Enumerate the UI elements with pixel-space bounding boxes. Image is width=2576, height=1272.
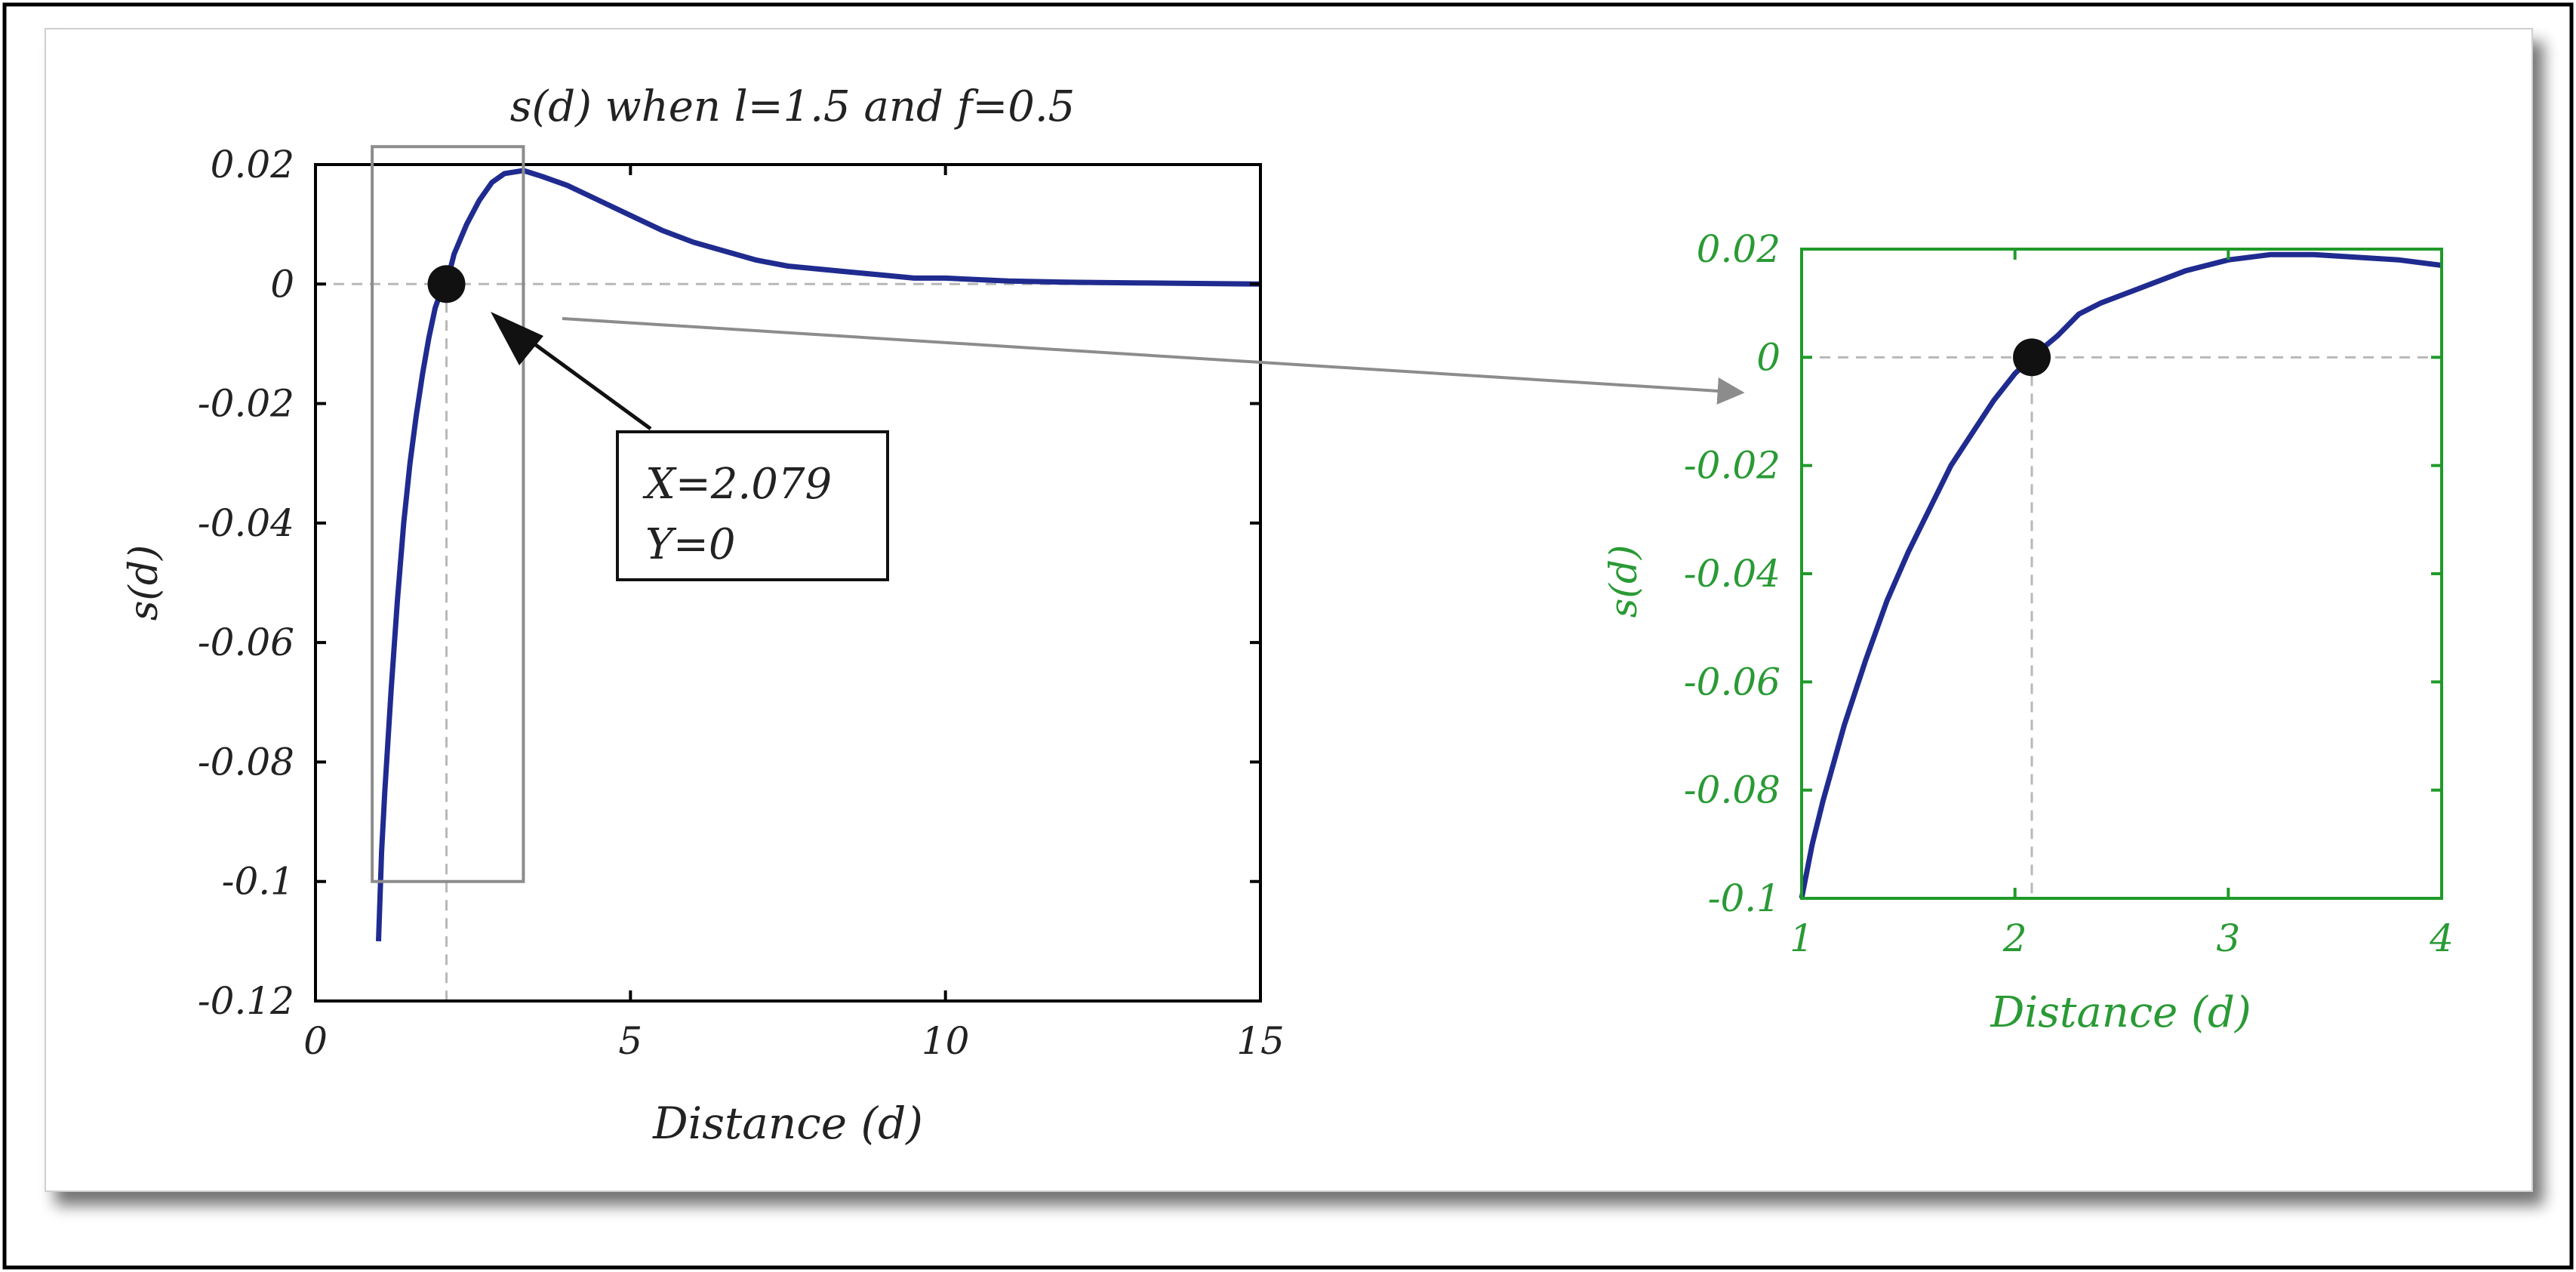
main-ytick-label: -0.12 — [198, 979, 294, 1023]
annotation-y-value: Y=0 — [645, 520, 736, 569]
figure-card — [45, 28, 2533, 1192]
main-axes-frame — [314, 163, 1262, 1003]
inset-tick-marks — [1800, 248, 2443, 900]
main-xtick-label: 10 — [922, 1019, 970, 1063]
inset-xtick-label: 4 — [2429, 916, 2454, 960]
inset-xtick-label: 1 — [1790, 916, 1814, 960]
main-series-curve — [376, 168, 1261, 942]
inset-xtick-label: 3 — [2216, 916, 2240, 960]
main-ytick-label: 0 — [270, 262, 294, 306]
inset-x-axis-label: Distance (d) — [1990, 988, 2251, 1037]
zoom-connector-arrow — [562, 317, 1745, 405]
zoom-region-box — [371, 145, 525, 883]
main-plot-title: s(d) when l=1.5 and f=0.5 — [510, 82, 1076, 131]
main-y-axis-label: s(d) — [122, 545, 167, 621]
inset-ytick-label: 0 — [1756, 335, 1780, 379]
inset-ytick-label: -0.08 — [1684, 768, 1780, 812]
main-tick-marks — [314, 163, 1262, 1003]
inset-ytick-label: -0.02 — [1684, 444, 1780, 488]
inset-ytick-labels: 0.02 0 -0.02 -0.04 -0.06 -0.08 -0.1 — [1684, 227, 1780, 920]
inset-y-axis-label: s(d) — [1602, 545, 1645, 618]
annotation-box — [616, 430, 889, 581]
main-xtick-label: 0 — [303, 1019, 328, 1063]
main-ytick-label: -0.1 — [222, 860, 294, 904]
main-marker-point — [427, 265, 466, 303]
main-x-axis-label: Distance (d) — [652, 1098, 923, 1149]
inset-plot: 0.02 0 -0.02 -0.04 -0.06 -0.08 -0.1 1 2 … — [1602, 227, 2454, 1037]
inset-ytick-label: -0.1 — [1708, 876, 1780, 920]
main-ytick-labels: 0.02 0 -0.02 -0.04 -0.06 -0.08 -0.1 -0.1… — [198, 143, 294, 1023]
main-ytick-label: -0.06 — [198, 621, 294, 664]
annotation-x-value: X=2.079 — [642, 460, 832, 509]
main-ytick-label: -0.02 — [198, 382, 294, 426]
inset-xtick-label: 2 — [2002, 916, 2027, 960]
main-plot: s(d) when l=1.5 and f=0.5 0.02 0 -0.02 -… — [122, 82, 1285, 1149]
inset-xtick-labels: 1 2 3 4 — [1790, 916, 2454, 960]
main-xtick-label: 15 — [1236, 1019, 1285, 1063]
inset-ytick-label: 0.02 — [1697, 227, 1780, 271]
inset-ytick-label: -0.04 — [1684, 552, 1780, 596]
inset-ytick-label: -0.06 — [1684, 660, 1780, 704]
main-ytick-label: -0.08 — [198, 740, 294, 784]
main-ytick-label: -0.04 — [198, 501, 294, 545]
annotation-arrowhead — [491, 312, 543, 365]
main-ytick-label: 0.02 — [211, 143, 294, 186]
main-xtick-label: 5 — [618, 1019, 642, 1063]
main-xtick-labels: 0 5 10 15 — [303, 1019, 1285, 1063]
inset-marker-point — [2012, 338, 2051, 377]
